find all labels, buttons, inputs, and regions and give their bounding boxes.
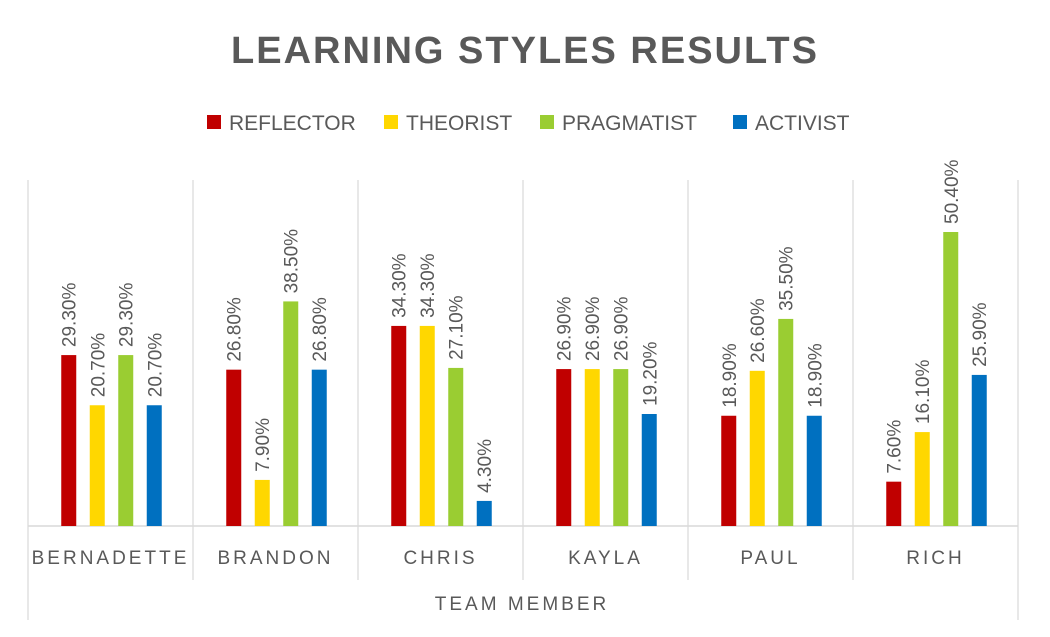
bar-rich-reflector	[886, 481, 902, 526]
x-tick-labels: BERNADETTE BRANDON CHRIS KAYLA PAUL RICH	[32, 548, 964, 569]
legend-label-reflector: REFLECTOR	[229, 112, 356, 135]
bar-paul-reflector	[721, 415, 737, 526]
bar-kayla-pragmatist	[613, 369, 629, 526]
data-label-paul-pragmatist: 35.50%	[777, 246, 798, 311]
bar-chris-activist	[476, 500, 492, 526]
data-label-brandon-pragmatist: 38.50%	[282, 229, 303, 294]
bar-bernadette-reflector	[61, 355, 77, 526]
data-label-brandon-reflector: 26.80%	[225, 297, 246, 362]
bar-kayla-reflector	[556, 369, 572, 526]
bar-paul-activist	[806, 415, 822, 526]
data-label-rich-activist: 25.90%	[970, 302, 991, 367]
tick-label-paul: PAUL	[740, 548, 800, 569]
bar-chris-reflector	[391, 325, 407, 526]
data-label-rich-theorist: 16.10%	[913, 360, 934, 425]
data-label-bernadette-reflector: 29.30%	[60, 283, 81, 348]
bar-paul-pragmatist	[778, 318, 794, 526]
bar-brandon-activist	[311, 369, 327, 526]
legend: REFLECTOR THEORIST PRAGMATIST ACTIVIST	[207, 112, 850, 135]
legend-label-activist: ACTIVIST	[755, 112, 850, 135]
data-labels: 29.30% 20.70% 29.30% 20.70% 26.80% 7.90% 38.50…	[60, 159, 992, 492]
legend-swatch-pragmatist	[540, 115, 554, 129]
x-axis-label: TEAM MEMBER	[435, 594, 609, 615]
data-label-kayla-reflector: 26.90%	[555, 297, 576, 362]
data-label-bernadette-theorist: 20.70%	[88, 333, 109, 398]
data-label-chris-reflector: 34.30%	[390, 253, 411, 318]
tick-label-bernadette: BERNADETTE	[32, 548, 190, 569]
bar-chris-theorist	[419, 325, 435, 526]
bar-rich-theorist	[914, 432, 930, 526]
tick-label-kayla: KAYLA	[568, 548, 643, 569]
data-label-kayla-pragmatist: 26.90%	[612, 297, 633, 362]
data-label-chris-pragmatist: 27.10%	[447, 295, 468, 360]
chart-title: LEARNING STYLES RESULTS	[231, 30, 819, 72]
data-label-paul-theorist: 26.60%	[748, 298, 769, 363]
bar-chris-pragmatist	[448, 367, 464, 526]
bar-brandon-reflector	[226, 369, 242, 526]
data-label-kayla-theorist: 26.90%	[583, 297, 604, 362]
bar-bernadette-activist	[146, 405, 162, 526]
legend-swatch-activist	[733, 115, 747, 129]
bar-brandon-pragmatist	[283, 301, 299, 526]
tick-label-brandon: BRANDON	[217, 548, 333, 569]
legend-swatch-theorist	[384, 115, 398, 129]
bar-paul-theorist	[749, 370, 765, 526]
data-label-paul-reflector: 18.90%	[720, 343, 741, 408]
data-label-chris-activist: 4.30%	[475, 439, 496, 493]
tick-label-rich: RICH	[906, 548, 964, 569]
data-label-kayla-activist: 19.20%	[640, 341, 661, 406]
legend-swatch-reflector	[207, 115, 221, 129]
legend-label-pragmatist: PRAGMATIST	[562, 112, 697, 135]
bar-rich-pragmatist	[943, 232, 959, 526]
tick-label-chris: CHRIS	[403, 548, 477, 569]
bar-kayla-theorist	[584, 369, 600, 526]
bar-bernadette-theorist	[89, 405, 105, 526]
data-label-brandon-activist: 26.80%	[310, 297, 331, 362]
data-label-rich-pragmatist: 50.40%	[942, 159, 963, 224]
bar-rich-activist	[971, 374, 987, 526]
data-label-rich-reflector: 7.60%	[885, 420, 906, 474]
bar-kayla-activist	[641, 414, 657, 526]
data-label-brandon-theorist: 7.90%	[253, 418, 274, 472]
bar-bernadette-pragmatist	[118, 355, 134, 526]
bars	[61, 232, 987, 526]
legend-label-theorist: THEORIST	[406, 112, 512, 135]
category-dividers	[27, 180, 1019, 620]
data-label-bernadette-pragmatist: 29.30%	[117, 283, 138, 348]
data-label-bernadette-activist: 20.70%	[145, 333, 166, 398]
bar-brandon-theorist	[254, 479, 270, 526]
data-label-paul-activist: 18.90%	[805, 343, 826, 408]
data-label-chris-theorist: 34.30%	[418, 253, 439, 318]
